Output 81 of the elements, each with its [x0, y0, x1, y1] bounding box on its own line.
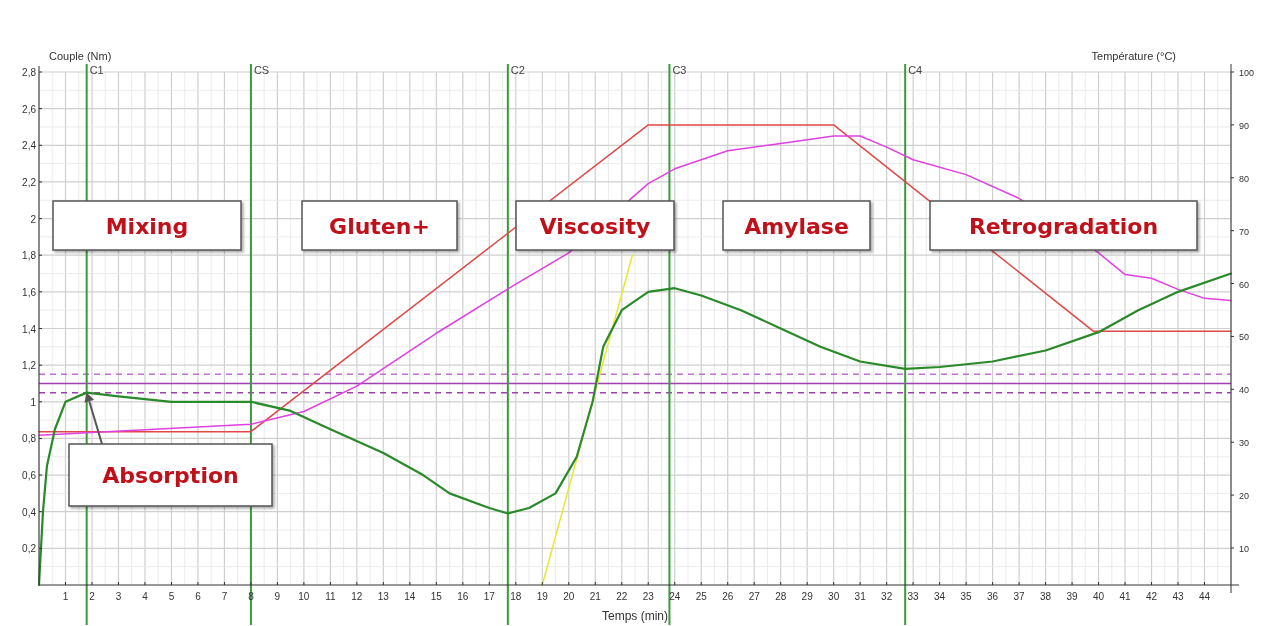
x-tick-label: 40	[1092, 591, 1105, 602]
y-tick-label: 0,4	[22, 506, 37, 518]
x-tick-label: 19	[536, 591, 549, 602]
x-tick-label: 7	[221, 591, 228, 602]
y-tick-label: 1,8	[22, 250, 37, 262]
x-tick-label: 12	[351, 591, 363, 602]
y2-tick-label: 10	[1239, 543, 1250, 554]
y2-tick-label: 70	[1239, 226, 1250, 237]
x-tick-label: 21	[589, 591, 602, 602]
annotation: Mixing	[105, 213, 189, 239]
x-tick-label: 18	[510, 591, 522, 602]
y2-axis-title: Température (°C)	[1091, 50, 1176, 62]
line-series	[37, 272, 1233, 587]
y2-tick-label: 80	[1239, 173, 1250, 184]
x-tick-label: 30	[828, 591, 840, 602]
x-tick-label: 6	[195, 591, 202, 602]
ref-line-label: CS	[253, 64, 270, 76]
x-tick-label: 20	[563, 591, 575, 602]
annotation: Retrogradation	[968, 213, 1159, 239]
x-tick-label: 10	[298, 591, 310, 602]
x-tick-label: 37	[1013, 591, 1026, 602]
x-tick-label: 28	[775, 591, 787, 602]
annotation: Gluten+	[329, 213, 430, 239]
x-tick-label: 39	[1066, 591, 1079, 602]
y2-tick-label: 40	[1239, 385, 1250, 396]
ref-line-label: C2	[510, 64, 525, 76]
x-tick-label: 43	[1172, 591, 1185, 602]
x-tick-label: 16	[457, 591, 469, 602]
y2-tick-label: 90	[1239, 120, 1250, 131]
x-tick-label: 26	[722, 591, 734, 602]
x-tick-label: 41	[1119, 591, 1132, 602]
y-tick-label: 2,8	[22, 67, 37, 78]
x-tick-label: 5	[168, 591, 175, 602]
x-tick-label: 36	[987, 591, 999, 602]
x-tick-label: 34	[934, 591, 946, 602]
annotation: Amylase	[744, 213, 849, 239]
y2-tick-label: 30	[1239, 438, 1250, 449]
y-tick-label: 2,2	[22, 176, 37, 188]
x-tick-label: 23	[642, 591, 655, 602]
x-tick-label: 38	[1040, 591, 1052, 602]
x-tick-label: 15	[430, 591, 443, 602]
x-tick-label: 14	[404, 591, 416, 602]
x-tick-label: 25	[695, 591, 708, 602]
x-tick-label: 44	[1198, 591, 1211, 602]
y2-tick-label: 50	[1239, 332, 1250, 343]
y-tick-label: 0,2	[22, 543, 37, 555]
ref-line-label: C3	[672, 64, 687, 76]
x-tick-label: 3	[115, 591, 122, 602]
x-tick-label: 1	[62, 591, 69, 602]
x-tick-label: 4	[142, 591, 149, 602]
annotation: Viscosity	[539, 213, 651, 239]
x-tick-label: 11	[325, 591, 336, 602]
y-tick-label: 0,6	[22, 470, 37, 482]
x-tick-label: 2	[89, 591, 96, 602]
x-tick-label: 29	[801, 591, 814, 602]
x-tick-label: 9	[274, 591, 281, 602]
x-tick-label: 42	[1145, 591, 1158, 602]
y-tick-label: 2	[30, 213, 37, 225]
y-tick-label: 1,2	[22, 360, 37, 372]
y2-tick-label: 100	[1239, 68, 1255, 78]
x-tick-label: 13	[377, 591, 390, 602]
y-axis-title: Couple (Nm)	[49, 50, 112, 62]
y2-tick-label: 60	[1239, 279, 1250, 290]
x-tick-label: 17	[483, 591, 496, 602]
ref-line-label: C4	[908, 64, 923, 76]
x-axis-title: Temps (min)	[601, 609, 669, 623]
y-tick-label: 2,4	[22, 140, 37, 152]
x-tick-label: 32	[881, 591, 893, 602]
x-tick-label: 35	[960, 591, 973, 602]
ref-line-label: C1	[89, 64, 104, 76]
y-tick-label: 2,6	[22, 103, 37, 115]
y2-tick-label: 20	[1239, 491, 1250, 502]
x-tick-label: 31	[854, 591, 867, 602]
y-tick-label: 0,8	[22, 433, 37, 445]
y-tick-label: 1,4	[22, 323, 37, 335]
x-tick-label: 22	[616, 591, 628, 602]
annotation: Absorption	[102, 463, 239, 488]
y-tick-label: 1,6	[22, 286, 37, 298]
y-tick-label: 1	[30, 396, 37, 408]
x-tick-label: 27	[748, 591, 761, 602]
x-tick-label: 33	[907, 591, 920, 602]
